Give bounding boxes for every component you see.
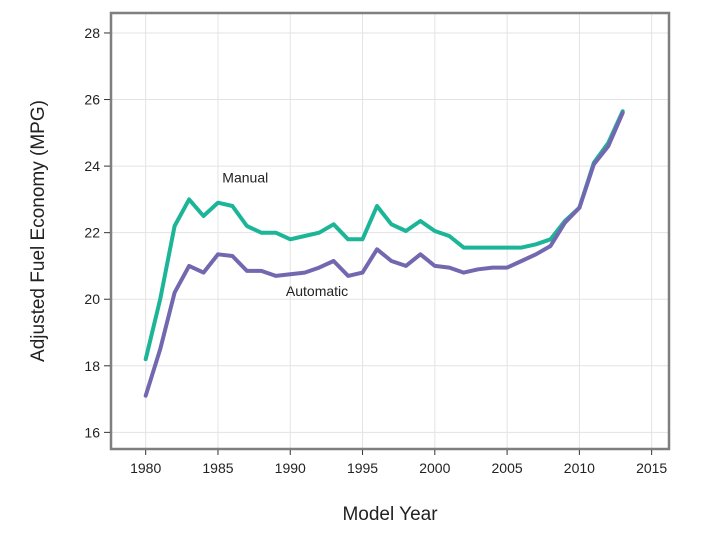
data-point-automatic — [317, 266, 321, 270]
y-tick-label: 22 — [84, 225, 100, 241]
data-point-automatic — [274, 274, 278, 278]
data-point-automatic — [144, 394, 148, 398]
data-point-manual — [230, 204, 235, 208]
data-point-automatic — [303, 271, 307, 275]
data-point-automatic — [476, 267, 480, 271]
data-point-manual — [187, 197, 191, 201]
series-label-automatic: Automatic — [286, 283, 348, 299]
data-point-automatic — [418, 252, 422, 256]
data-point-automatic — [534, 252, 538, 256]
grid — [111, 13, 669, 449]
data-point-automatic — [216, 252, 220, 256]
data-point-manual — [158, 297, 162, 301]
series-layer — [143, 109, 625, 398]
x-tick-label: 1990 — [275, 460, 306, 476]
y-tick-label: 28 — [84, 25, 100, 41]
data-point-automatic — [187, 264, 191, 268]
x-tick-label: 2005 — [492, 460, 523, 476]
data-point-manual — [519, 246, 524, 250]
x-axis-ticks: 1980 1985 1990 1995 2000 2005 2010 2015 — [130, 450, 667, 476]
y-tick-label: 18 — [84, 358, 100, 374]
data-point-automatic — [447, 266, 451, 270]
data-point-manual — [418, 219, 422, 223]
data-point-manual — [375, 204, 379, 208]
data-point-manual — [288, 237, 292, 241]
x-tick-label: 2000 — [419, 460, 450, 476]
data-point-manual — [245, 224, 249, 228]
series-line-automatic — [143, 110, 625, 398]
data-point-automatic — [491, 266, 495, 270]
data-point-automatic — [592, 162, 596, 167]
data-point-automatic — [462, 271, 466, 275]
data-point-manual — [476, 246, 480, 250]
data-point-automatic — [621, 111, 625, 115]
y-axis-title: Adjusted Fuel Economy (MPG) — [28, 100, 49, 362]
data-point-automatic — [173, 290, 177, 295]
data-point-automatic — [158, 347, 162, 351]
data-point-manual — [505, 246, 509, 250]
y-tick-label: 16 — [84, 424, 100, 440]
data-point-automatic — [346, 274, 350, 278]
data-point-manual — [274, 231, 278, 235]
y-tick-label: 26 — [84, 92, 100, 108]
x-tick-label: 1995 — [347, 460, 378, 476]
series-labels: Manual Automatic — [222, 170, 348, 299]
data-point-manual — [317, 231, 321, 235]
data-point-automatic — [360, 271, 365, 275]
data-point-manual — [462, 246, 466, 250]
plot-frame — [109, 11, 671, 451]
data-point-manual — [389, 222, 394, 226]
data-point-manual — [332, 222, 336, 226]
data-point-manual — [534, 242, 538, 246]
data-point-manual — [216, 201, 220, 205]
data-point-manual — [360, 237, 365, 241]
data-point-automatic — [332, 259, 336, 263]
data-point-manual — [259, 231, 263, 235]
data-point-automatic — [375, 247, 379, 251]
y-tick-label: 20 — [84, 291, 100, 307]
data-point-manual — [548, 237, 553, 241]
data-point-manual — [144, 357, 148, 361]
data-point-automatic — [548, 244, 553, 248]
data-point-manual — [173, 224, 177, 228]
x-tick-label: 1980 — [130, 460, 161, 476]
data-point-manual — [201, 214, 206, 218]
y-tick-label: 24 — [84, 158, 100, 174]
data-point-manual — [433, 229, 437, 233]
data-point-automatic — [245, 269, 249, 273]
data-point-manual — [491, 246, 495, 250]
x-tick-label: 1985 — [202, 460, 233, 476]
data-point-automatic — [201, 271, 206, 275]
data-point-manual — [404, 229, 408, 233]
data-point-automatic — [577, 206, 581, 210]
data-point-automatic — [505, 266, 509, 270]
data-point-automatic — [404, 264, 408, 268]
data-point-automatic — [259, 269, 263, 273]
x-tick-label: 2015 — [636, 460, 667, 476]
data-point-automatic — [389, 259, 394, 263]
data-point-automatic — [230, 254, 235, 258]
series-label-manual: Manual — [222, 170, 268, 186]
data-point-automatic — [433, 264, 437, 268]
data-point-manual — [303, 234, 307, 238]
x-axis-title: Model Year — [342, 504, 438, 525]
data-point-automatic — [519, 259, 524, 263]
x-tick-label: 2010 — [564, 460, 595, 476]
data-point-automatic — [606, 144, 610, 148]
data-point-automatic — [563, 221, 567, 225]
data-point-manual — [346, 237, 350, 241]
data-point-automatic — [288, 272, 292, 276]
y-axis-ticks: 16 18 20 22 24 26 28 — [84, 25, 110, 440]
series-line-manual — [143, 109, 625, 362]
data-point-manual — [447, 234, 451, 238]
